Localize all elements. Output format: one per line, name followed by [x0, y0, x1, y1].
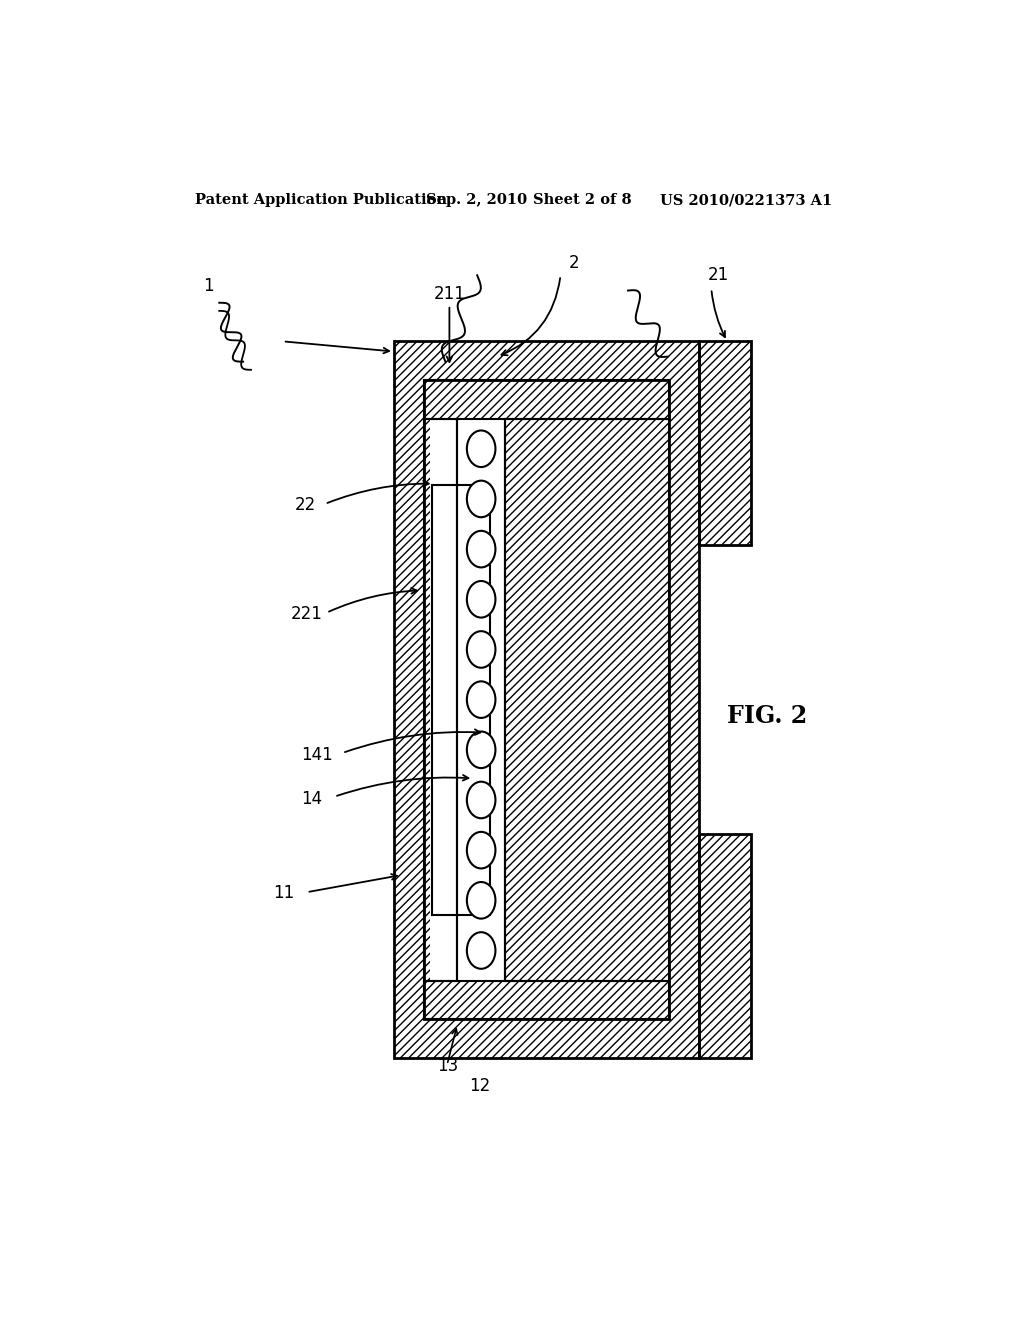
Circle shape	[467, 781, 496, 818]
Bar	[424, 380, 670, 1019]
Bar	[699, 342, 751, 545]
Bar	[424, 981, 670, 1019]
Bar	[430, 418, 492, 981]
Circle shape	[467, 681, 496, 718]
Text: 22: 22	[295, 496, 316, 513]
Circle shape	[467, 531, 496, 568]
Circle shape	[467, 430, 496, 467]
Bar	[394, 342, 699, 1057]
Text: FIG. 2: FIG. 2	[727, 704, 807, 727]
Bar	[424, 380, 670, 418]
Bar	[505, 418, 670, 981]
Text: 13: 13	[437, 1057, 459, 1074]
Text: Sep. 2, 2010: Sep. 2, 2010	[426, 193, 526, 207]
Bar	[424, 418, 458, 981]
Text: 211: 211	[433, 285, 466, 302]
Text: 12: 12	[469, 1077, 490, 1096]
Bar	[394, 342, 699, 1057]
Text: 11: 11	[273, 884, 295, 903]
Text: Patent Application Publication: Patent Application Publication	[196, 193, 447, 207]
Circle shape	[467, 932, 496, 969]
Text: US 2010/0221373 A1: US 2010/0221373 A1	[659, 193, 831, 207]
Circle shape	[467, 631, 496, 668]
Text: 141: 141	[301, 746, 333, 764]
Bar	[699, 834, 751, 1057]
Text: 14: 14	[301, 789, 323, 808]
Text: 2: 2	[568, 255, 580, 272]
Bar	[424, 981, 670, 1019]
Circle shape	[467, 731, 496, 768]
Bar	[424, 380, 670, 418]
Bar	[699, 342, 751, 545]
Bar	[424, 418, 458, 981]
Bar	[424, 380, 670, 1019]
Bar	[699, 834, 751, 1057]
Text: 221: 221	[291, 605, 323, 623]
Circle shape	[467, 832, 496, 869]
Circle shape	[467, 480, 496, 517]
Bar	[432, 484, 489, 915]
Text: 1: 1	[204, 276, 214, 294]
Text: Sheet 2 of 8: Sheet 2 of 8	[532, 193, 632, 207]
Bar	[699, 342, 751, 545]
Bar	[505, 418, 670, 981]
Bar	[699, 834, 751, 1057]
Bar	[424, 981, 670, 1019]
Bar	[394, 342, 699, 1057]
Bar	[424, 380, 670, 418]
Bar	[424, 418, 458, 981]
Circle shape	[467, 581, 496, 618]
Bar	[505, 418, 670, 981]
Text: 21: 21	[708, 267, 729, 284]
Circle shape	[467, 882, 496, 919]
